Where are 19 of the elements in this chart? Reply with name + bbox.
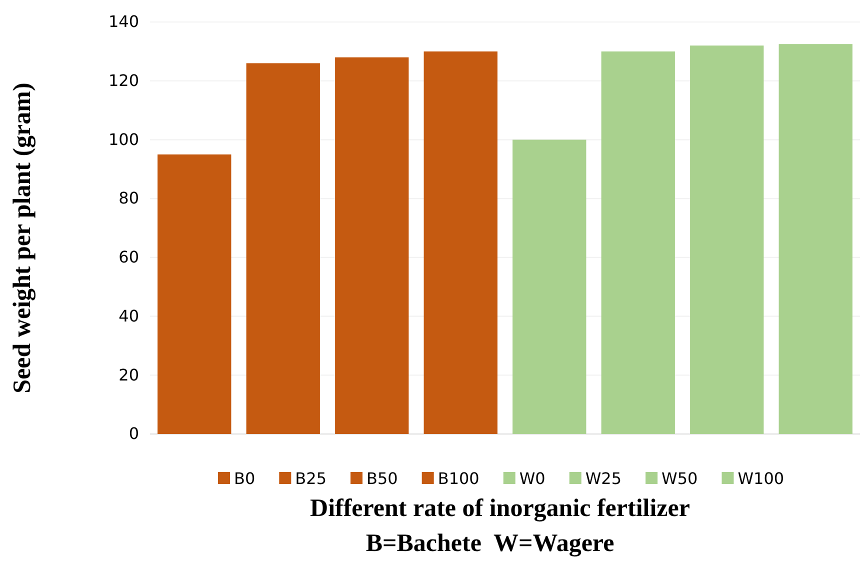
y-tick-label: 100: [108, 130, 139, 149]
legend-label: B25: [295, 469, 326, 488]
legend-label: W50: [662, 469, 698, 488]
text: B=Bachete W=Wagere: [366, 530, 614, 557]
legend-label: W25: [585, 469, 622, 488]
legend-label: B0: [234, 469, 256, 488]
y-tick-label: 120: [108, 70, 139, 90]
legend-label: W0: [519, 469, 546, 488]
y-tick-label: 80: [118, 188, 139, 208]
y-tick-label: 0: [128, 424, 139, 444]
legend-label: W100: [738, 469, 784, 488]
y-tick-label: 40: [118, 306, 139, 326]
x-axis-title: Different rate of inorganic fertilizer: [310, 495, 690, 522]
legend-label: B50: [366, 469, 398, 488]
legend-label: B100: [438, 469, 480, 488]
y-tick-label: 60: [118, 248, 139, 267]
y-tick-label: 140: [108, 12, 139, 32]
y-axis-title: Seed weight per plant (gram): [9, 82, 36, 394]
y-tick-label: 20: [118, 365, 139, 384]
